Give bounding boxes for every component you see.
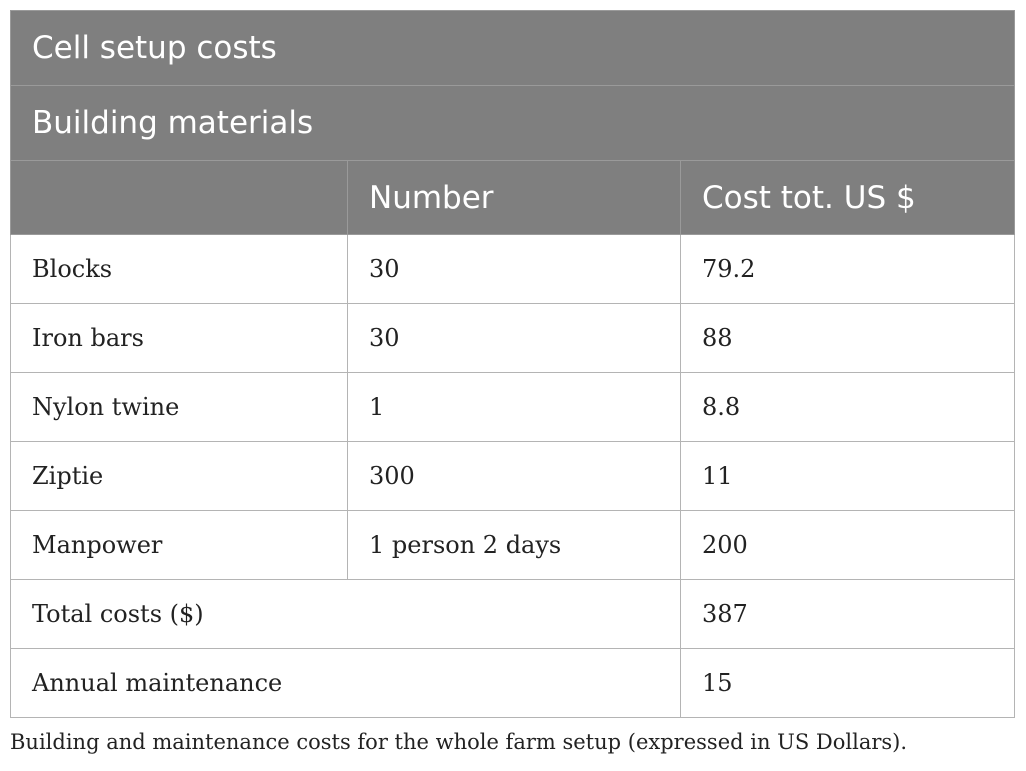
summary-row-total: Total costs ($) 387 (10, 579, 1016, 649)
table-row: Manpower 1 person 2 days 200 (10, 510, 1016, 580)
summary-label: Total costs ($) (10, 579, 681, 649)
item-cell: Ziptie (10, 441, 348, 511)
number-cell: 1 person 2 days (347, 510, 681, 580)
number-cell: 300 (347, 441, 681, 511)
table-row: Iron bars 30 88 (10, 303, 1016, 373)
cost-cell: 8.8 (679, 372, 1016, 442)
table-row: Ziptie 300 11 (10, 441, 1016, 511)
summary-row-maintenance: Annual maintenance 15 (10, 648, 1016, 718)
table-subtitle: Building materials (9, 85, 1016, 161)
item-cell: Nylon twine (10, 372, 348, 442)
number-cell: 1 (347, 372, 681, 442)
header-item (10, 160, 348, 235)
item-cell: Manpower (10, 510, 348, 580)
title-row: Cell setup costs (9, 10, 1016, 86)
header-cost: Cost tot. US $ (679, 160, 1016, 235)
subtitle-row: Building materials (9, 85, 1016, 161)
number-cell: 30 (347, 234, 681, 304)
cost-table-container: Cell setup costs Building materials Numb… (9, 10, 1016, 718)
cost-cell: 11 (679, 441, 1016, 511)
header-row: Number Cost tot. US $ (10, 160, 1016, 235)
item-cell: Iron bars (10, 303, 348, 373)
number-cell: 30 (347, 303, 681, 373)
table-title: Cell setup costs (9, 10, 1016, 86)
header-number: Number (347, 160, 681, 235)
cost-cell: 79.2 (679, 234, 1016, 304)
summary-value: 15 (679, 648, 1016, 718)
summary-value: 387 (679, 579, 1016, 649)
item-cell: Blocks (10, 234, 348, 304)
table-caption: Building and maintenance costs for the w… (10, 730, 908, 754)
cost-cell: 88 (679, 303, 1016, 373)
table-row: Blocks 30 79.2 (10, 234, 1016, 304)
table-row: Nylon twine 1 8.8 (10, 372, 1016, 442)
summary-label: Annual maintenance (10, 648, 681, 718)
cost-cell: 200 (679, 510, 1016, 580)
cost-table: Cell setup costs Building materials Numb… (9, 10, 1016, 718)
